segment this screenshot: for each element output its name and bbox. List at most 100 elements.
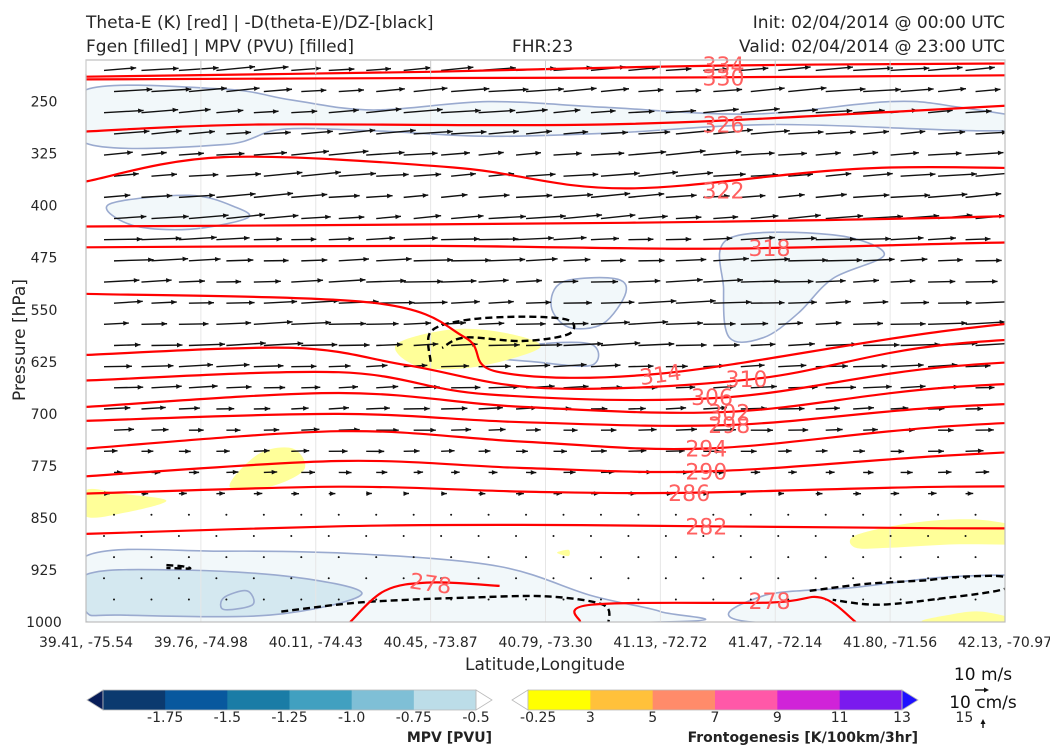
wind-vector — [890, 323, 926, 326]
wind-vector-head — [167, 363, 174, 369]
wind-vector — [637, 513, 640, 516]
wind-vector-head — [628, 299, 635, 305]
wind-vector-head — [503, 193, 510, 198]
y-tick-label: 550 — [31, 303, 58, 319]
wind-vector — [215, 534, 218, 537]
theta-e-isentrope-278 — [573, 595, 857, 622]
wind-vector-head — [126, 363, 132, 369]
fgen-colorbar-swatch — [652, 690, 716, 710]
wind-vector — [188, 343, 226, 347]
theta-e-isentrope-334 — [86, 62, 1005, 78]
wind-vector-head — [296, 170, 303, 176]
wind-vector — [178, 236, 217, 241]
wind-vector — [301, 343, 338, 347]
wind-vector-head — [618, 151, 625, 156]
wind-vector — [824, 513, 827, 516]
wind-vector — [889, 534, 892, 537]
wind-vector-head — [883, 129, 889, 135]
wind-vector-head — [574, 108, 581, 113]
wind-vector-head — [685, 236, 692, 242]
wind-vector-head — [601, 448, 607, 454]
fgen-region-4 — [1032, 583, 1050, 613]
wind-vector-head — [530, 470, 537, 475]
wind-vector-head — [732, 107, 739, 113]
wind-vector — [637, 598, 640, 601]
wind-vector-head — [256, 491, 263, 496]
wind-vector-head — [768, 151, 775, 156]
wind-vector-head — [221, 86, 227, 91]
fgen-colorbar-label: Frontogenesis [K/100km/3hr] — [688, 730, 918, 746]
fgen-colorbar-tick: 5 — [648, 710, 657, 726]
wind-vector-head — [822, 257, 828, 263]
wind-vector — [525, 598, 528, 601]
wind-vector-head — [622, 130, 628, 135]
wind-vector-head — [729, 384, 736, 390]
wind-vector-head — [502, 278, 509, 283]
wind-vector-head — [758, 363, 765, 368]
wind-vector — [412, 513, 415, 516]
wind-vector-head — [762, 66, 769, 71]
x-tick-label: 40.79, -73.30 — [498, 635, 592, 651]
wind-vector — [403, 237, 438, 241]
wind-vector — [366, 279, 406, 283]
theta-e-label: 278 — [749, 590, 791, 615]
wind-vector — [627, 534, 630, 537]
wind-vector — [487, 556, 490, 559]
wind-vector-head — [193, 470, 200, 475]
wind-vector-head — [508, 299, 514, 305]
wind-vector-head — [1001, 130, 1005, 135]
wind-vector-head — [873, 278, 879, 284]
wind-vector — [515, 534, 518, 537]
wind-vector-head — [751, 448, 757, 454]
wind-vector — [928, 193, 968, 199]
wind-vector-head — [327, 129, 333, 135]
wind-vector-head — [921, 257, 928, 262]
wind-vector-head — [282, 65, 289, 70]
wind-vector-head — [697, 320, 703, 326]
wind-vector — [664, 577, 667, 580]
mpv-colorbar-tick: -1.75 — [147, 710, 183, 726]
fgen-colorbar-swatch — [839, 690, 903, 710]
mpv-colorbar: -1.75 -1.5 -1.25 -1.0 -0.75 -0.5 -0.25 — [86, 689, 556, 726]
wind-vector — [291, 193, 328, 199]
wind-vector-head — [634, 340, 641, 346]
wind-vector-head — [623, 86, 629, 92]
wind-vector-head — [421, 363, 428, 368]
wind-vector-head — [228, 406, 235, 412]
wind-vector — [338, 129, 376, 135]
fgen-region-3 — [849, 519, 1005, 549]
wind-vector — [777, 577, 780, 580]
wind-vector-head — [381, 470, 388, 475]
wind-vector-head — [877, 321, 883, 326]
wind-vector — [413, 301, 448, 304]
theta-e-isentrope-306 — [86, 361, 1005, 402]
header-fhr: FHR:23 — [512, 37, 574, 57]
neg-dthetae-contour-2 — [809, 574, 1005, 606]
x-tick-label: 41.13, -72.72 — [613, 635, 707, 651]
fgen-colorbar: 3 5 7 9 11 13 15 — [511, 689, 973, 726]
wind-vector — [900, 173, 936, 177]
wind-vector-head — [137, 108, 144, 114]
wind-vector-head — [514, 342, 520, 348]
wind-vector-head — [802, 427, 809, 433]
wind-vector-head — [293, 491, 300, 496]
wind-vector-head — [961, 320, 968, 326]
wind-vector-head — [807, 279, 814, 284]
wind-vector — [778, 237, 817, 241]
wind-vector — [815, 66, 854, 72]
wind-vector-head — [850, 129, 856, 135]
wind-vector — [853, 194, 890, 199]
wind-vector-head — [435, 172, 442, 177]
wind-vector-head — [491, 470, 498, 475]
theta-e-isentrope-290 — [86, 451, 1005, 478]
wind-vector-head — [881, 363, 888, 369]
wind-vector-head — [176, 342, 183, 348]
wind-vector-head — [988, 427, 994, 433]
wind-vector-head — [437, 279, 443, 284]
wind-vector — [590, 321, 630, 326]
wind-vector-head — [584, 257, 591, 263]
wind-vector-head — [695, 215, 702, 220]
wind-vector-head — [424, 406, 430, 411]
wind-vector — [890, 67, 930, 72]
